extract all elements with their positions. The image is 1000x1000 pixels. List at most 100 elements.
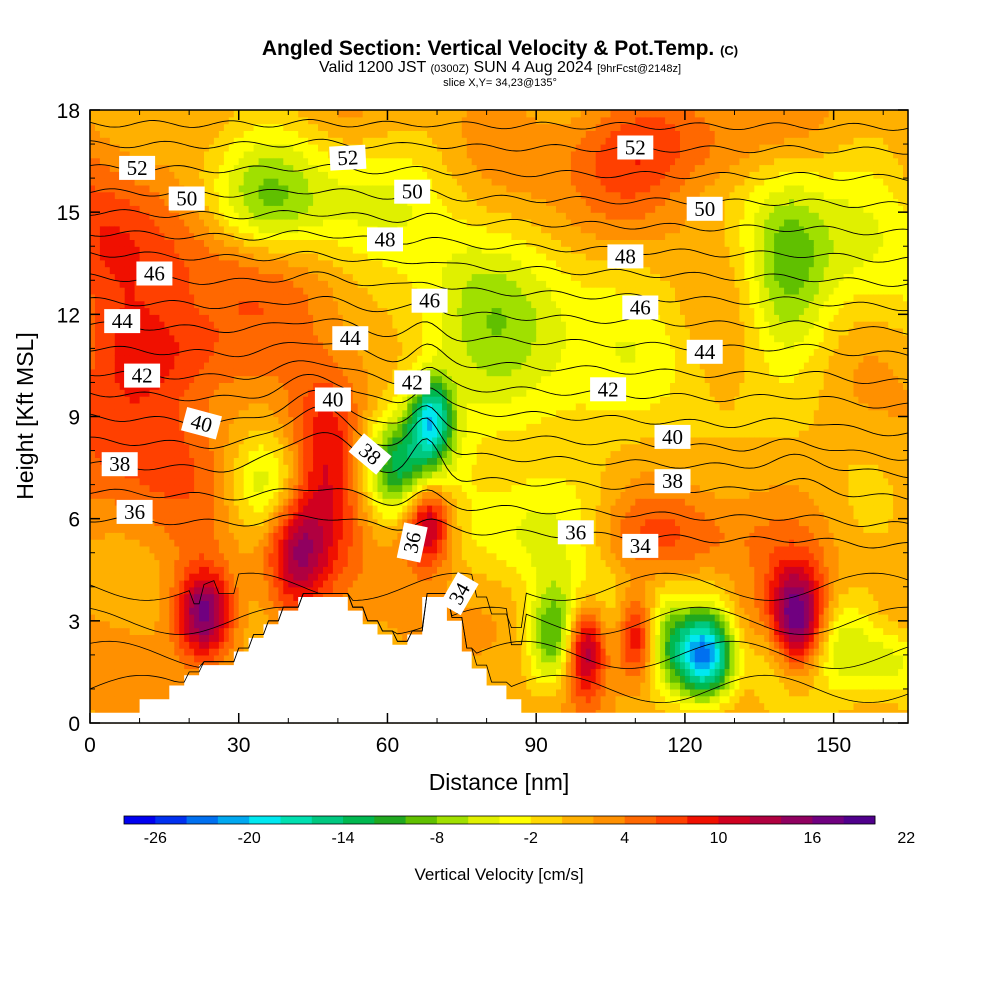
velocity-cell (139, 130, 146, 138)
velocity-cell (238, 477, 245, 486)
velocity-cell (189, 580, 195, 588)
velocity-cell (362, 614, 369, 622)
velocity-cell (149, 416, 156, 424)
velocity-cell (134, 116, 141, 125)
velocity-cell (263, 457, 270, 465)
velocity-cell (218, 123, 225, 131)
velocity-cell (109, 511, 116, 520)
velocity-cell (293, 123, 299, 131)
velocity-cell (99, 436, 106, 445)
velocity-cell (109, 688, 116, 697)
velocity-cell (99, 593, 106, 601)
velocity-cell (124, 130, 131, 138)
velocity-cell (298, 559, 304, 567)
velocity-cell (332, 375, 339, 383)
velocity-cell (233, 471, 240, 479)
velocity-cell (119, 668, 126, 676)
velocity-cell (109, 334, 116, 343)
velocity-cell (90, 457, 96, 465)
velocity-cell (288, 430, 294, 438)
velocity-cell (332, 457, 339, 465)
velocity-cell (258, 552, 265, 561)
velocity-cell (303, 307, 309, 315)
velocity-cell (278, 464, 284, 472)
velocity-cell (332, 219, 339, 227)
velocity-cell (90, 307, 96, 315)
velocity-cell (332, 477, 339, 486)
velocity-cell (288, 116, 294, 125)
velocity-cell (154, 471, 160, 479)
velocity-cell (293, 144, 299, 152)
velocity-cell (253, 191, 260, 200)
velocity-cell (223, 164, 230, 172)
velocity-cell (243, 164, 250, 172)
velocity-cell (332, 287, 339, 295)
velocity-cell (283, 246, 289, 254)
velocity-cell (342, 123, 349, 131)
velocity-cell (328, 423, 334, 431)
velocity-cell (174, 443, 180, 452)
velocity-cell (323, 253, 329, 261)
velocity-cell (209, 273, 215, 281)
velocity-cell (95, 184, 101, 193)
velocity-cell (154, 307, 160, 315)
velocity-cell (283, 225, 289, 234)
velocity-cell (119, 682, 126, 690)
velocity-cell (253, 559, 260, 567)
velocity-cell (243, 423, 250, 431)
velocity-cell (273, 253, 279, 261)
velocity-cell (90, 600, 96, 608)
velocity-cell (134, 532, 141, 540)
velocity-cell (243, 362, 250, 370)
velocity-cell (308, 178, 314, 186)
velocity-cell (164, 314, 170, 322)
velocity-cell (352, 573, 359, 581)
velocity-cell (258, 287, 265, 295)
velocity-cell (218, 184, 225, 193)
velocity-cell (332, 198, 339, 206)
velocity-cell (323, 205, 329, 213)
velocity-cell (124, 137, 131, 145)
velocity-cell (119, 566, 126, 574)
velocity-cell (263, 539, 270, 547)
velocity-cell (134, 525, 141, 533)
velocity-cell (352, 225, 359, 234)
velocity-cell (347, 491, 354, 499)
velocity-cell (283, 198, 289, 206)
velocity-cell (273, 232, 279, 240)
velocity-cell (169, 518, 175, 527)
velocity-cell (199, 157, 205, 166)
velocity-cell (164, 464, 170, 472)
velocity-cell (179, 648, 185, 656)
velocity-cell (134, 123, 141, 131)
velocity-cell (323, 430, 329, 438)
velocity-cell (129, 423, 136, 431)
velocity-cell (248, 293, 255, 302)
velocity-cell (357, 586, 364, 595)
velocity-cell (253, 580, 260, 588)
velocity-cell (303, 259, 309, 268)
velocity-cell (95, 212, 101, 220)
velocity-cell (328, 484, 334, 492)
velocity-cell (209, 246, 215, 254)
velocity-cell (184, 150, 190, 159)
velocity-cell (184, 607, 190, 615)
velocity-cell (298, 484, 304, 492)
velocity-cell (204, 307, 210, 315)
velocity-cell (124, 695, 131, 704)
velocity-cell (323, 423, 329, 431)
velocity-cell (233, 184, 240, 193)
velocity-cell (313, 178, 319, 186)
velocity-cell (238, 634, 245, 642)
velocity-cell (273, 300, 279, 309)
velocity-cell (159, 430, 165, 438)
velocity-cell (248, 184, 255, 193)
velocity-cell (209, 627, 215, 635)
velocity-cell (362, 477, 369, 486)
velocity-cell (233, 110, 240, 118)
velocity-cell (332, 321, 339, 329)
velocity-cell (313, 368, 319, 377)
velocity-cell (134, 219, 141, 227)
velocity-cell (213, 287, 220, 295)
velocity-cell (199, 259, 205, 268)
